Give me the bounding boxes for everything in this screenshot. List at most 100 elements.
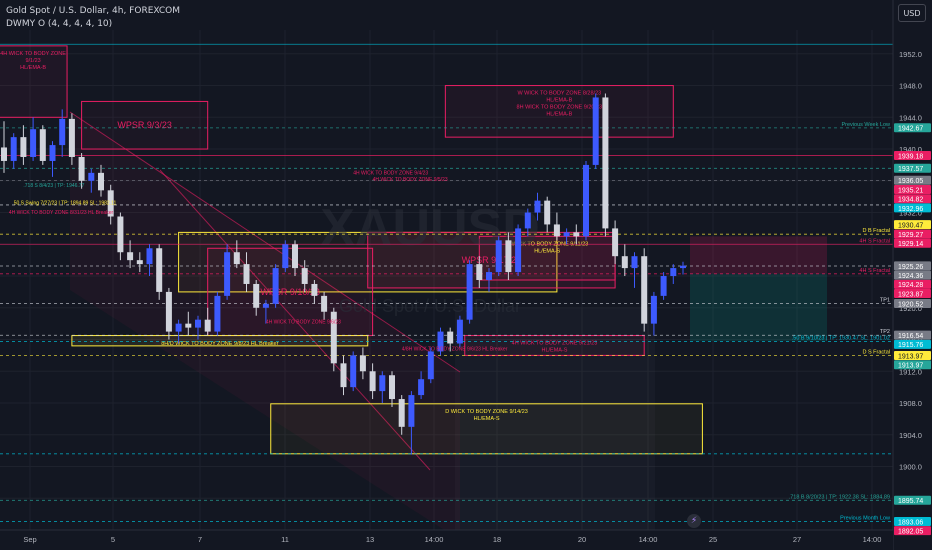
time-tick: 7 bbox=[198, 535, 202, 544]
candle-body bbox=[30, 129, 37, 157]
candle-body bbox=[631, 256, 638, 269]
price-tick: 1908.0 bbox=[899, 399, 922, 408]
level-label: D S Fractal bbox=[862, 350, 890, 356]
candle-body bbox=[253, 283, 260, 308]
candle-body bbox=[680, 265, 686, 269]
zone-label-line: HL/EMA-S bbox=[541, 348, 567, 354]
price-label-bg bbox=[894, 238, 931, 248]
candle-body bbox=[1, 147, 7, 161]
watermark-symbol: XAUUSD bbox=[320, 199, 540, 257]
trade-reward-box bbox=[690, 273, 827, 342]
zone-label-line: 4H WICK TO BODY ZONE 9/21/23 bbox=[512, 341, 598, 347]
level-label: 4H S Fractal bbox=[859, 238, 890, 244]
candle-body bbox=[437, 331, 444, 352]
annotation-text: 4H WICK TO BODY ZONE 9/5/23 bbox=[373, 177, 448, 183]
price-tick: 1952.0 bbox=[899, 50, 922, 59]
price-label: 1929.27 bbox=[898, 232, 923, 239]
horizontal-levels: Previous Week Low D B Fractal 4H S Fractal… bbox=[0, 43, 893, 522]
candle-body bbox=[301, 268, 308, 284]
candle-body bbox=[592, 97, 599, 165]
price-label-bg bbox=[894, 279, 931, 289]
zone-label-line: HL/EMA-B bbox=[20, 65, 46, 71]
level-label: .50 B 9/10/23 | TP: 1930.47 SL: 1901.02 bbox=[792, 335, 890, 341]
price-label-bg bbox=[894, 270, 931, 280]
time-tick: 13 bbox=[366, 535, 374, 544]
price-label: 1930.47 bbox=[898, 222, 923, 229]
candle-body bbox=[495, 240, 502, 273]
price-label: 1932.96 bbox=[898, 206, 923, 213]
price-tick: 1944.0 bbox=[899, 113, 922, 122]
annotation-text: .718 S 8/4/23 | TP: 1946.77 bbox=[23, 183, 84, 189]
candle-body bbox=[408, 395, 415, 427]
level-label: TP1 bbox=[880, 298, 890, 304]
candle-body bbox=[10, 137, 17, 161]
candle-body bbox=[68, 118, 75, 157]
candle-body bbox=[292, 244, 298, 269]
time-tick: 11 bbox=[281, 535, 289, 544]
zone-label-line: WPSR 9/10/23 bbox=[260, 287, 320, 297]
candle-body bbox=[544, 200, 551, 225]
candle-body bbox=[583, 164, 589, 237]
level-label: TP2 bbox=[880, 329, 890, 335]
candle-body bbox=[515, 228, 522, 273]
candle-body bbox=[49, 145, 56, 161]
currency-button[interactable]: USD bbox=[898, 4, 926, 22]
candle-body bbox=[447, 331, 454, 344]
zone-label: WPSR 9/17/23 bbox=[462, 255, 522, 265]
chart-grid bbox=[0, 30, 893, 530]
price-label-bg bbox=[894, 351, 931, 361]
price-label-bg bbox=[894, 339, 931, 349]
price-label-bg bbox=[894, 184, 931, 194]
price-tick: 1920.0 bbox=[899, 304, 922, 313]
candle-body bbox=[379, 375, 386, 392]
candle-body bbox=[486, 272, 492, 280]
lightning-icon[interactable]: ⚡ bbox=[687, 514, 701, 528]
price-label-bg bbox=[894, 516, 931, 526]
zone-label: WPSR 9/3/23 bbox=[117, 120, 172, 130]
price-label-bg bbox=[894, 220, 931, 230]
price-label: 1892.05 bbox=[898, 529, 923, 536]
price-label: 1916.54 bbox=[898, 333, 923, 340]
candle-body bbox=[78, 156, 85, 181]
zone-label-line: HL/EMA-S bbox=[474, 416, 500, 422]
zone-label-line: 8H WICK TO BODY ZONE 9/20/23 bbox=[517, 105, 603, 111]
annotation-layer: 50 S Swing 7/27/23 | TP: 1894.89 SL: 198… bbox=[9, 170, 508, 352]
price-label: 1915.76 bbox=[898, 342, 923, 349]
price-label: 1937.57 bbox=[898, 166, 923, 173]
candle-body bbox=[466, 264, 473, 320]
level-label: D B Fractal bbox=[862, 228, 890, 234]
candle-body bbox=[156, 248, 163, 292]
zone-label-line: W WICK TO BODY ZONE 8/28/23 bbox=[517, 91, 601, 97]
price-axis[interactable]: 1952.01948.01944.01940.01936.01932.01928… bbox=[892, 0, 932, 550]
price-label: 1942.67 bbox=[898, 126, 923, 133]
price-label: 1923.87 bbox=[898, 291, 923, 298]
zone-label: D WICK TO BODY ZONE 9/14/23 HL/EMA-S bbox=[445, 409, 528, 422]
candle-body bbox=[350, 355, 357, 388]
indicator-legend[interactable]: DWMY O (4, 4, 4, 4, 10) bbox=[6, 19, 113, 29]
price-label: 1913.97 bbox=[898, 353, 923, 360]
price-label-bg bbox=[894, 194, 931, 204]
candle-body bbox=[330, 311, 337, 364]
price-label-bg bbox=[894, 526, 931, 536]
candle-body bbox=[214, 295, 221, 332]
candle-body bbox=[398, 399, 405, 427]
zone-label: 8H/D WICK TO BODY ZONE 9/8/23 HL Breaker bbox=[161, 341, 278, 347]
price-label: 1936.05 bbox=[898, 178, 923, 185]
candle-body bbox=[185, 323, 192, 328]
price-tick: 1932.0 bbox=[899, 209, 922, 218]
time-axis[interactable]: Sep 5 7 11 13 14:00 18 20 14:00 25 27 14:00 bbox=[0, 529, 893, 550]
candle-body bbox=[553, 224, 560, 237]
price-tick: 1912.0 bbox=[899, 367, 922, 376]
price-label: 1895.74 bbox=[898, 498, 923, 505]
candle-body bbox=[621, 256, 628, 269]
candle-body bbox=[534, 200, 541, 213]
price-label: 1925.26 bbox=[898, 264, 923, 271]
candle-body bbox=[59, 118, 66, 146]
candle-body bbox=[650, 295, 657, 324]
candle-body bbox=[369, 371, 376, 392]
zone-label-line: 8H/D WICK TO BODY ZONE 9/8/23 HL Breaker bbox=[161, 341, 278, 347]
candle-body bbox=[427, 351, 434, 380]
candle-body bbox=[359, 355, 366, 372]
